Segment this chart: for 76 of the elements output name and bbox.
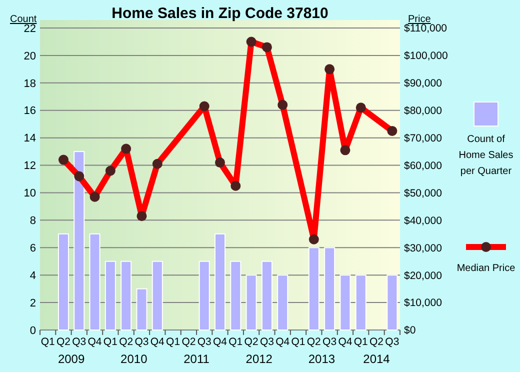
- y-axis-title: Count: [10, 14, 37, 25]
- y-tick-label: 20: [24, 50, 36, 62]
- x-tick-label: Q1: [291, 336, 306, 348]
- x-tick-label: Q2: [56, 336, 71, 348]
- y2-axis-title: Price: [408, 14, 432, 25]
- y2-tick-label: $70,000: [404, 132, 442, 144]
- bar: [198, 260, 210, 330]
- bar: [74, 151, 85, 330]
- bar: [136, 288, 148, 330]
- x-tick-label: Q1: [40, 336, 55, 348]
- x-tick-label: Q4: [212, 336, 228, 348]
- legend-label: Count of Home Sales per Quarter: [458, 134, 514, 177]
- y-tick-label: 4: [30, 270, 36, 282]
- y-tick-label: 22: [24, 22, 36, 35]
- bar: [230, 260, 242, 330]
- x-tick-label: Q4: [88, 336, 102, 348]
- text: 2014: [363, 352, 390, 366]
- x-tick-label: Q3: [260, 336, 274, 348]
- y2-tick-label: $50,000: [404, 187, 442, 200]
- x-tick-label: Q3: [72, 336, 86, 348]
- bar: [58, 233, 69, 330]
- x-tick-label: Q1: [166, 336, 180, 348]
- y2-tick-label: $80,000: [404, 105, 442, 118]
- y2-tick-label: $40,000: [404, 214, 442, 227]
- legend-label: Median Price: [456, 263, 516, 274]
- y2-tick-label: $60,000: [404, 160, 442, 172]
- y2-tick-label: $10,000: [404, 297, 442, 310]
- x-tick-label: Q2: [182, 336, 196, 348]
- bar: [386, 274, 398, 330]
- x-tick-label: Q4: [150, 336, 165, 348]
- bar: [308, 247, 320, 330]
- text: 2012: [246, 352, 273, 366]
- y2-tick-label: $90,000: [404, 78, 442, 90]
- y2-tick-label: $30,000: [404, 242, 442, 254]
- y-tick-label: 18: [24, 78, 36, 90]
- x-tick-label: Q3: [197, 336, 212, 348]
- y-tick-label: 0: [30, 324, 36, 337]
- y-tick-label: 14: [24, 132, 36, 145]
- x-tick-label: Q3: [385, 336, 400, 348]
- text: 2010: [120, 352, 148, 366]
- y-tick-label: 2: [30, 297, 36, 310]
- x-tick-label: Q2: [244, 336, 258, 348]
- x-tick-label: Q2: [119, 336, 134, 348]
- y2-tick-label: $100,000: [404, 50, 448, 62]
- y-tick-label: 6: [30, 242, 36, 254]
- x-tick-label: Q3: [322, 336, 337, 348]
- x-tick-label: Q1: [228, 336, 243, 348]
- bar: [120, 260, 132, 330]
- y-tick-label: 12: [24, 160, 36, 172]
- y-tick-label: 10: [24, 188, 36, 200]
- chart-title: Home Sales in Zip Code 37810: [112, 5, 328, 22]
- x-tick-label: Q2: [370, 336, 384, 348]
- bar: [340, 274, 351, 330]
- bar: [355, 274, 366, 330]
- y2-tick-label: $0: [404, 324, 416, 337]
- text: 2011: [184, 352, 210, 366]
- x-tick-label: Q2: [306, 336, 322, 348]
- y2-tick-label: $20,000: [404, 270, 442, 282]
- text: 2009: [58, 352, 85, 366]
- x-tick-label: Q1: [354, 336, 368, 348]
- bar: [104, 260, 116, 330]
- bar: [214, 233, 226, 330]
- bar: [261, 260, 272, 330]
- bar: [246, 274, 257, 330]
- x-tick-label: Q4: [338, 336, 352, 348]
- bar: [89, 233, 100, 330]
- bar: [324, 247, 336, 330]
- bar: [277, 274, 288, 330]
- y2-tick-label: $110,000: [404, 22, 448, 35]
- x-tick-label: Q3: [134, 336, 149, 348]
- x-tick-label: Q4: [276, 336, 290, 348]
- y-tick-label: 16: [24, 105, 36, 118]
- x-tick-label: Q1: [103, 336, 118, 348]
- text: 2013: [308, 352, 336, 366]
- bar: [152, 260, 163, 330]
- y-tick-label: 8: [30, 215, 36, 228]
